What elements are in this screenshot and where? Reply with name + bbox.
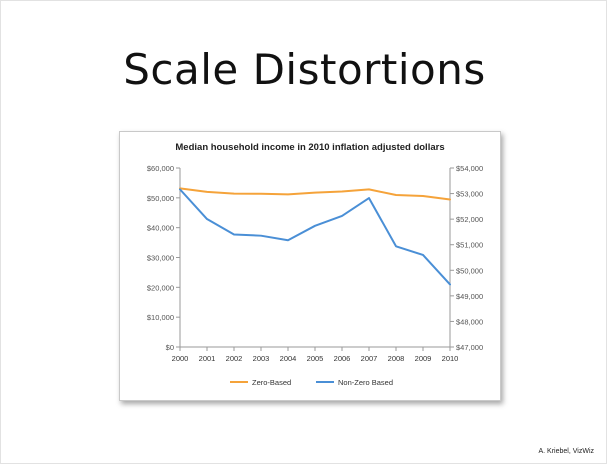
y-left-tick-label: $50,000 xyxy=(147,194,174,203)
x-tick-label: 2007 xyxy=(361,354,378,363)
x-tick-label: 2002 xyxy=(226,354,243,363)
y-right-tick-label: $51,000 xyxy=(456,241,483,250)
x-tick-label: 2005 xyxy=(307,354,324,363)
y-right-tick-label: $50,000 xyxy=(456,266,483,275)
y-right-tick-label: $48,000 xyxy=(456,317,483,326)
y-left-tick-label: $0 xyxy=(166,343,174,352)
x-tick-label: 2006 xyxy=(334,354,351,363)
y-left-tick-label: $20,000 xyxy=(147,283,174,292)
y-right-tick-label: $53,000 xyxy=(456,190,483,199)
x-tick-label: 2010 xyxy=(442,354,459,363)
legend-label: Non-Zero Based xyxy=(338,378,393,387)
y-right-tick-label: $54,000 xyxy=(456,164,483,173)
y-right-tick-label: $47,000 xyxy=(456,343,483,352)
series-line-zero-based xyxy=(179,187,451,201)
x-tick-label: 2001 xyxy=(199,354,216,363)
slide-title: Scale Distortions xyxy=(123,45,486,94)
legend-label: Zero-Based xyxy=(252,378,291,387)
x-tick-label: 2000 xyxy=(172,354,189,363)
credit-text: A. Kriebel, VizWiz xyxy=(538,448,595,455)
chart-title: Median household income in 2010 inflatio… xyxy=(175,142,444,153)
y-left-tick-label: $60,000 xyxy=(147,164,174,173)
series-line-non-zero-based xyxy=(179,188,451,286)
y-right-tick-label: $49,000 xyxy=(456,292,483,301)
x-tick-label: 2003 xyxy=(253,354,270,363)
chart-container: Median household income in 2010 inflatio… xyxy=(119,131,501,401)
y-left-tick-label: $40,000 xyxy=(147,224,174,233)
y-left-tick-label: $10,000 xyxy=(147,313,174,322)
x-tick-label: 2008 xyxy=(388,354,405,363)
x-tick-label: 2004 xyxy=(280,354,297,363)
x-tick-label: 2009 xyxy=(415,354,432,363)
y-right-tick-label: $52,000 xyxy=(456,215,483,224)
y-left-tick-label: $30,000 xyxy=(147,254,174,263)
line-chart: Median household income in 2010 inflatio… xyxy=(147,142,483,387)
